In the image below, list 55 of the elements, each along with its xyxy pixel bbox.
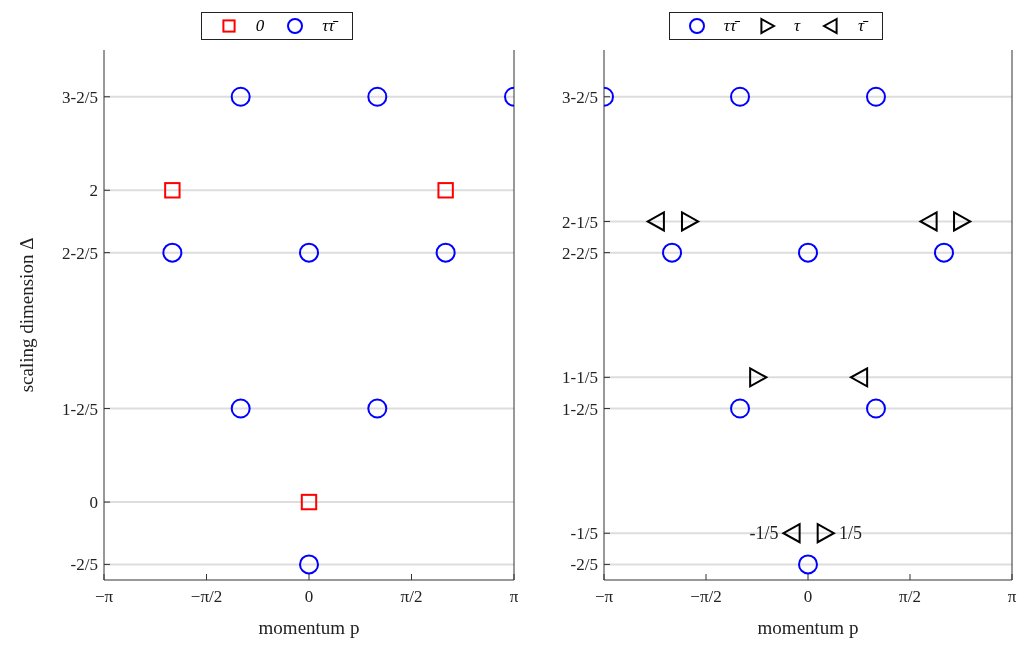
x-axis-title: momentum p <box>258 617 360 638</box>
point <box>164 182 181 199</box>
y-tick-label: 1-2/5 <box>562 399 598 419</box>
x-tick-label: 0 <box>803 587 813 607</box>
annotation: -1/5 <box>749 523 779 544</box>
point <box>749 367 768 388</box>
point <box>435 242 456 263</box>
point <box>865 398 886 419</box>
point <box>730 398 751 419</box>
point <box>798 554 818 575</box>
point <box>933 242 954 263</box>
y-tick-label: 0 <box>89 493 98 513</box>
point <box>919 211 938 232</box>
y-tick-label: 2 <box>89 181 98 201</box>
y-tick-label: 2-2/5 <box>562 243 598 263</box>
x-tick-label: π <box>1007 587 1017 607</box>
point <box>849 367 869 388</box>
point <box>816 523 835 544</box>
y-tick-label: 2-1/5 <box>562 212 598 232</box>
x-tick-label: −π/2 <box>190 587 223 607</box>
point <box>299 242 319 263</box>
point <box>865 86 886 107</box>
y-tick-label: 3-2/5 <box>62 87 98 107</box>
point <box>367 86 388 107</box>
y-tick-label: 1-2/5 <box>62 399 98 419</box>
point <box>662 242 683 263</box>
point <box>300 493 318 511</box>
y-tick-label: 1-1/5 <box>562 368 598 388</box>
y-tick-label: -2/5 <box>70 555 98 575</box>
point <box>299 554 319 575</box>
y-tick-label: -2/5 <box>570 555 598 575</box>
point <box>367 398 388 419</box>
point <box>437 182 454 199</box>
point <box>162 242 183 263</box>
x-tick-label: π <box>509 587 519 607</box>
x-tick-label: 0 <box>304 587 314 607</box>
x-tick-label: −π/2 <box>690 587 722 607</box>
x-tick-label: π/2 <box>899 587 921 607</box>
x-tick-label: −π <box>94 587 114 607</box>
point <box>782 523 801 544</box>
point <box>798 242 818 263</box>
y-tick-label: 3-2/5 <box>562 87 598 107</box>
point <box>230 398 251 419</box>
point <box>680 211 700 232</box>
legend-label: τ <box>793 16 801 36</box>
annotation: 1/5 <box>838 523 862 544</box>
point <box>230 86 251 107</box>
x-tick-label: −π <box>594 587 614 607</box>
y-axis-title: scaling dimension Δ <box>15 237 37 393</box>
x-axis-title: momentum p <box>757 617 859 638</box>
x-tick-label: π/2 <box>400 587 423 607</box>
y-tick-label: -1/5 <box>570 524 598 544</box>
legend-label: 0 <box>255 16 265 36</box>
y-tick-label: 2-2/5 <box>62 243 98 263</box>
point <box>730 86 751 107</box>
